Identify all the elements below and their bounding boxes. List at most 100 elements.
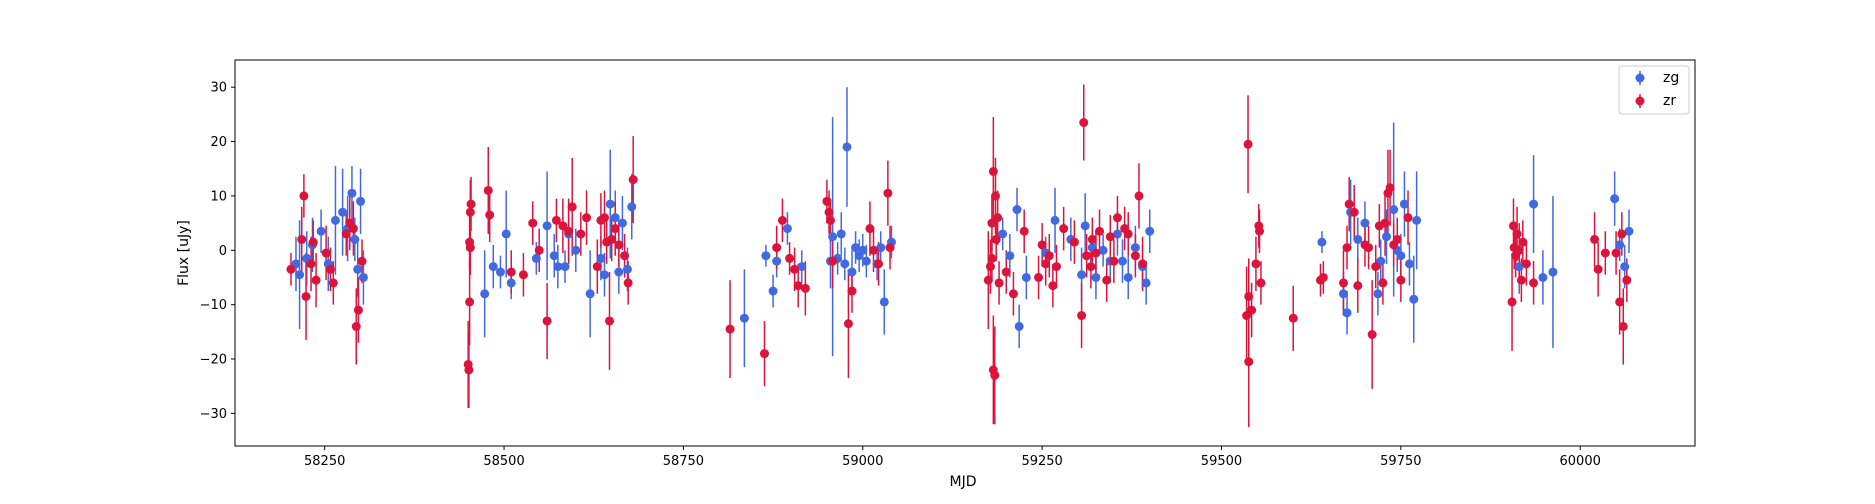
- zr-point: [1622, 275, 1632, 285]
- zr-point: [1403, 213, 1413, 223]
- zg-point: [879, 297, 889, 307]
- zg-point: [842, 142, 852, 152]
- zr-point: [772, 243, 782, 253]
- zr-point: [485, 210, 495, 220]
- legend-zr-marker: [1635, 96, 1645, 106]
- zg-point: [599, 270, 609, 280]
- zr-point: [328, 278, 338, 288]
- zg-point: [610, 213, 620, 223]
- zg-point: [316, 226, 326, 236]
- zr-point: [1338, 278, 1348, 288]
- zr-point: [1069, 237, 1079, 247]
- x-tick-label: 59500: [1201, 454, 1242, 469]
- x-tick-label: 60000: [1560, 454, 1601, 469]
- zr-point: [1288, 313, 1298, 323]
- zg-point: [1342, 308, 1352, 318]
- zr-point: [725, 324, 735, 334]
- zg-point: [836, 229, 846, 239]
- zr-point: [1344, 199, 1354, 209]
- y-tick-label: −30: [200, 407, 227, 422]
- zr-point: [341, 229, 351, 239]
- x-tick-label: 59250: [1021, 454, 1062, 469]
- y-tick-label: 30: [210, 81, 227, 96]
- zr-point: [465, 207, 475, 217]
- zr-point: [869, 245, 879, 255]
- zr-point: [1041, 259, 1051, 269]
- zr-point: [483, 185, 493, 195]
- zg-point: [338, 207, 348, 217]
- zg-point: [1014, 321, 1024, 331]
- zg-point: [614, 267, 624, 277]
- zg-point: [1317, 237, 1327, 247]
- zr-point: [988, 166, 998, 176]
- zg-point: [1353, 234, 1363, 244]
- zr-point: [1318, 272, 1328, 282]
- zr-point: [614, 240, 624, 250]
- zr-point: [983, 275, 993, 285]
- zr-point: [582, 213, 592, 223]
- zr-point: [542, 316, 552, 326]
- zg-point: [1338, 289, 1348, 299]
- zg-point: [506, 278, 516, 288]
- zr-point: [1086, 262, 1096, 272]
- zr-point: [465, 297, 475, 307]
- x-axis-ticks: 58250 58500 58750 59000 59250 59500 59750 60000: [304, 446, 1601, 469]
- zg-point: [851, 243, 861, 253]
- y-tick-label: 10: [210, 189, 227, 204]
- zg-point: [1412, 215, 1422, 225]
- zg-point: [501, 229, 511, 239]
- zg-point: [358, 272, 368, 282]
- zr-point: [623, 278, 633, 288]
- zr-point: [1082, 251, 1092, 261]
- legend-item-zg: zg: [1635, 70, 1679, 86]
- zr-point: [534, 245, 544, 255]
- zg-point: [998, 229, 1008, 239]
- zr-point: [1518, 237, 1528, 247]
- zg-point: [1012, 205, 1022, 215]
- zr-point: [1590, 234, 1600, 244]
- zg-point: [1529, 199, 1539, 209]
- zg-point: [1005, 251, 1015, 261]
- legend-zg-marker: [1635, 73, 1645, 83]
- zr-point: [793, 281, 803, 291]
- zg-point: [847, 267, 857, 277]
- zr-point: [1077, 311, 1087, 321]
- zg-point: [560, 262, 570, 272]
- zr-point: [1247, 305, 1257, 315]
- zg-point: [797, 262, 807, 272]
- zr-point: [1059, 224, 1069, 234]
- zg-point: [1615, 240, 1625, 250]
- zr-point: [1255, 226, 1265, 236]
- y-tick-label: −10: [200, 298, 227, 313]
- zr-point: [785, 253, 795, 263]
- zg-point: [828, 232, 838, 242]
- zr-point: [1521, 259, 1531, 269]
- zr-point: [1615, 297, 1625, 307]
- zr-point: [357, 256, 367, 266]
- zr-point: [777, 215, 787, 225]
- zr-point: [1508, 221, 1518, 231]
- zr-point: [759, 349, 769, 359]
- zr-point: [1618, 321, 1628, 331]
- zg-point: [1389, 205, 1399, 215]
- zr-point: [610, 224, 620, 234]
- zg-point: [1409, 294, 1419, 304]
- zg-point: [1373, 289, 1383, 299]
- zr-point: [628, 175, 638, 185]
- zr-point: [297, 234, 307, 244]
- zr-point: [321, 248, 331, 258]
- zg-point: [495, 267, 505, 277]
- zg-point: [1399, 199, 1409, 209]
- zr-point: [1244, 357, 1254, 367]
- zr-point: [790, 264, 800, 274]
- legend: zg zr: [1618, 65, 1690, 115]
- zr-point: [301, 291, 311, 301]
- zr-point: [564, 226, 574, 236]
- zr-point: [306, 259, 316, 269]
- zg-point: [585, 289, 595, 299]
- zr-point: [1048, 281, 1058, 291]
- zr-point: [822, 196, 832, 206]
- zr-point: [1051, 262, 1061, 272]
